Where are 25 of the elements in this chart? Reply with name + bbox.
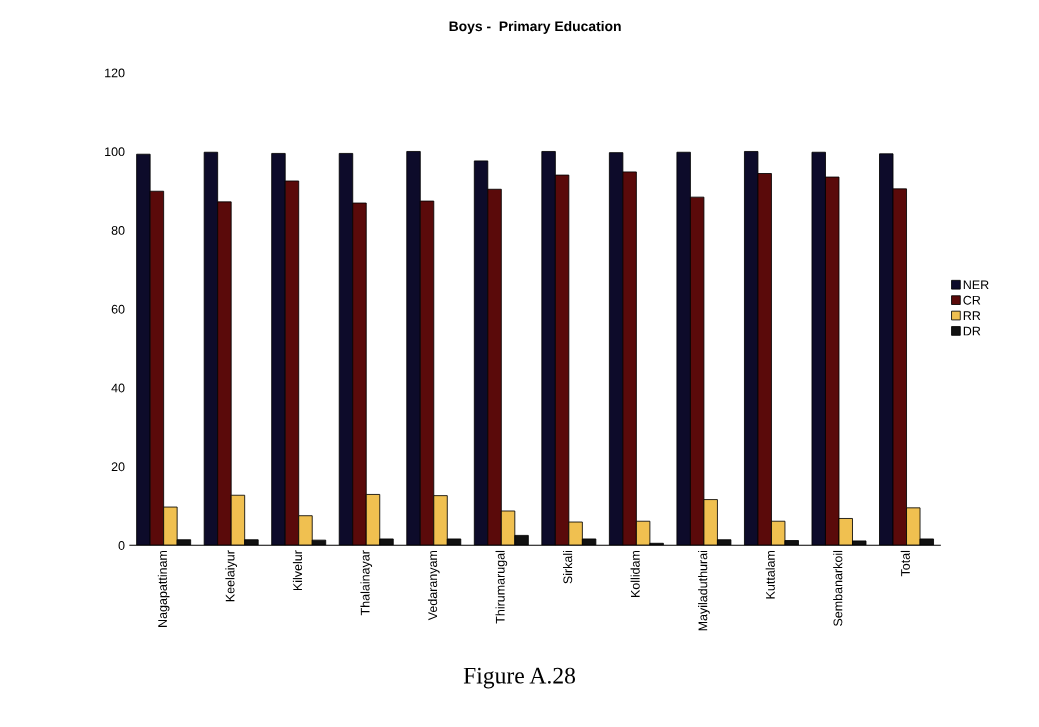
x-tick-label: Vedaranyam <box>427 550 440 621</box>
chart-title: Boys - Primary Education <box>449 20 621 34</box>
legend-label: DR <box>963 326 981 336</box>
legend-label: NER <box>963 280 989 290</box>
x-tick-label: Thalainayar <box>360 550 373 616</box>
x-tick-label: Kollidam <box>630 550 640 598</box>
x-tick-label: Total <box>900 550 910 577</box>
x-tick-label: Thirumarugal <box>495 550 508 624</box>
y-tick-label: 60 <box>111 304 125 314</box>
text: Figure A.28 <box>463 667 576 689</box>
y-tick-label: 0 <box>118 541 125 550</box>
legend-label: CR <box>963 295 981 305</box>
x-tick-label: Kuttalam <box>765 550 775 599</box>
x-tick-label: Mayiladuthurai <box>698 550 710 631</box>
x-tick-label: Nagapattinam <box>157 550 170 627</box>
x-tick-label: Keelaiyur <box>225 550 237 602</box>
x-tick-label: Sirkali <box>563 550 573 584</box>
legend-label: RR <box>963 311 981 320</box>
y-tick-label: 100 <box>105 147 125 157</box>
y-tick-label: 20 <box>111 462 125 472</box>
x-tick-label: Kilvelur <box>292 550 303 591</box>
y-tick-label: 120 <box>105 68 125 78</box>
y-tick-label: 80 <box>111 226 125 235</box>
y-tick-label: 40 <box>111 383 125 393</box>
x-tick-label: Sembanarkoil <box>833 550 843 626</box>
